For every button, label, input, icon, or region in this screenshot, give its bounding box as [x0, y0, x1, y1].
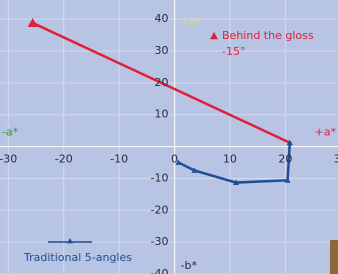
corner-object [330, 240, 338, 274]
y-tick-label: 20 [155, 76, 169, 89]
y-tick-label: 40 [155, 12, 169, 25]
axis-label: -a* [2, 126, 19, 139]
y-tick-label: -40 [151, 267, 169, 274]
x-tick-label: -30 [0, 153, 17, 166]
y-tick-label: -20 [151, 203, 169, 216]
x-tick-label: -10 [110, 153, 128, 166]
axis-label: +a* [315, 126, 337, 139]
x-tick-label: 20 [278, 153, 292, 166]
chart: -30-20-100102030-40-30-20-1010203040+b*-… [0, 0, 338, 274]
x-tick-label: 30 [334, 153, 338, 166]
y-tick-label: -10 [151, 171, 169, 184]
x-tick-label: 10 [223, 153, 237, 166]
y-tick-label: -30 [151, 235, 169, 248]
legend-label: Traditional 5-angles [23, 251, 132, 264]
axis-label: -b* [181, 259, 198, 272]
axis-label: +b* [181, 15, 203, 28]
y-tick-label: 10 [155, 108, 169, 121]
x-tick-label: -20 [55, 153, 73, 166]
legend-marker [210, 32, 218, 39]
legend-label: -15° [222, 45, 245, 58]
legend-label: Behind the gloss [222, 29, 314, 42]
y-tick-label: 30 [155, 44, 169, 57]
legend-marker [67, 238, 73, 243]
